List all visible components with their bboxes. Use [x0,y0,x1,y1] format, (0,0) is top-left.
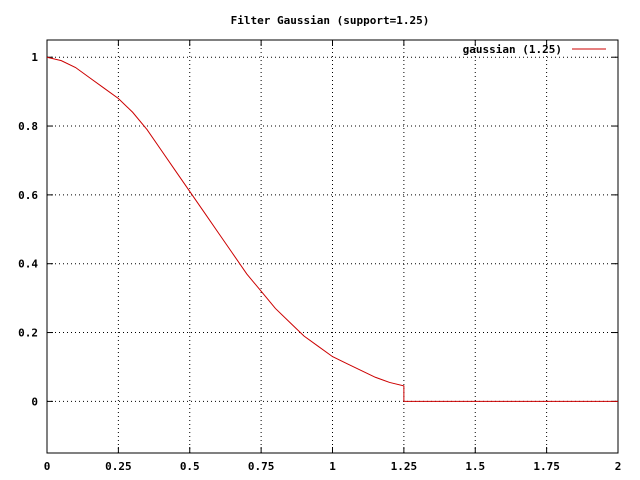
chart-title: Filter Gaussian (support=1.25) [231,14,430,27]
x-tick-label: 1.5 [465,460,485,473]
grid [47,40,618,453]
x-tick-label: 2 [615,460,622,473]
x-tick-label: 1.75 [533,460,560,473]
x-tick-label: 0.25 [105,460,132,473]
ticks [46,40,619,453]
x-tick-label: 0.5 [180,460,200,473]
y-tick-label: 0.4 [18,258,38,271]
y-tick-label: 0.6 [18,189,38,202]
legend-label: gaussian (1.25) [463,43,562,56]
x-tick-label: 1.25 [391,460,418,473]
series-group [46,56,618,402]
x-tick-label: 0.75 [248,460,275,473]
tick-labels: 0 0.25 0.5 0.75 1 1.25 1.5 1.75 2 0 0.2 0.4 0.6 0.8 1 [18,51,621,473]
x-tick-label: 0 [44,460,51,473]
series-line [46,56,618,402]
legend: gaussian (1.25) [463,43,606,56]
y-tick-label: 0.2 [18,327,38,340]
y-tick-label: 0.8 [18,120,38,133]
x-tick-label: 1 [329,460,336,473]
y-tick-label: 1 [31,51,38,64]
plot-frame [46,39,619,454]
y-tick-label: 0 [31,395,38,408]
